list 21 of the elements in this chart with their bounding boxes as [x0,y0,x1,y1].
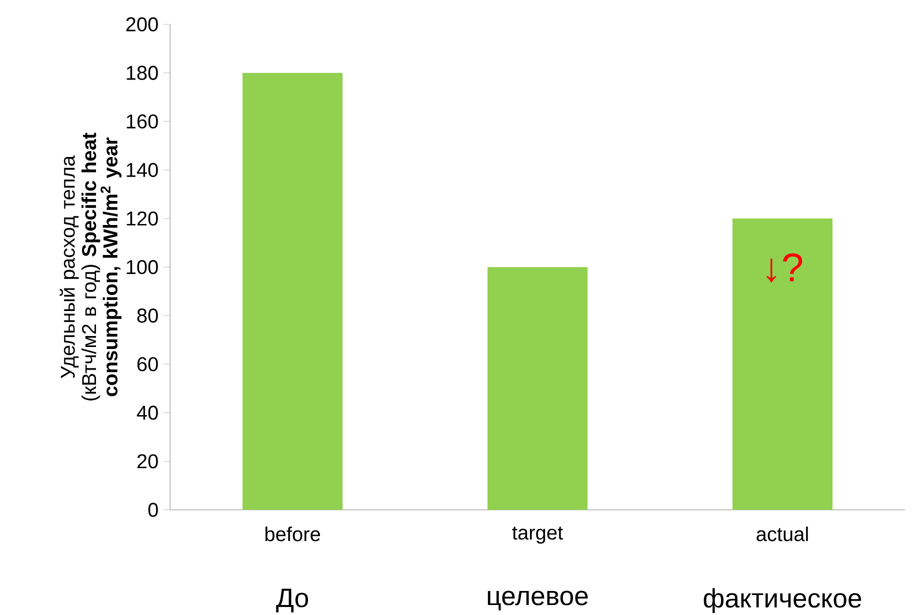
y-tick-label: 200 [126,17,158,32]
annotation: ↓? [766,253,802,283]
text: До [276,588,308,612]
bar [732,218,833,510]
y-tick-label: 40 [136,406,158,420]
y-tick-label: 140 [126,162,158,178]
x-tick-label: target [512,526,563,544]
y-tick-label: 60 [137,357,158,372]
y-tick-label: 0 [148,502,158,517]
y-tick-label: 160 [126,114,158,129]
x-tick-label: actual [756,526,808,542]
text: фактическое [704,588,862,614]
bar [242,72,343,510]
bar [488,267,588,510]
y-tick-label: 100 [126,260,158,274]
y-tick-label: 120 [126,212,158,226]
y-tick-label: 20 [137,454,158,468]
y-tick-label: 180 [126,66,158,80]
y-tick-label: 80 [137,308,158,323]
text: целевое [488,590,588,610]
x-tick-label: before [265,526,320,542]
